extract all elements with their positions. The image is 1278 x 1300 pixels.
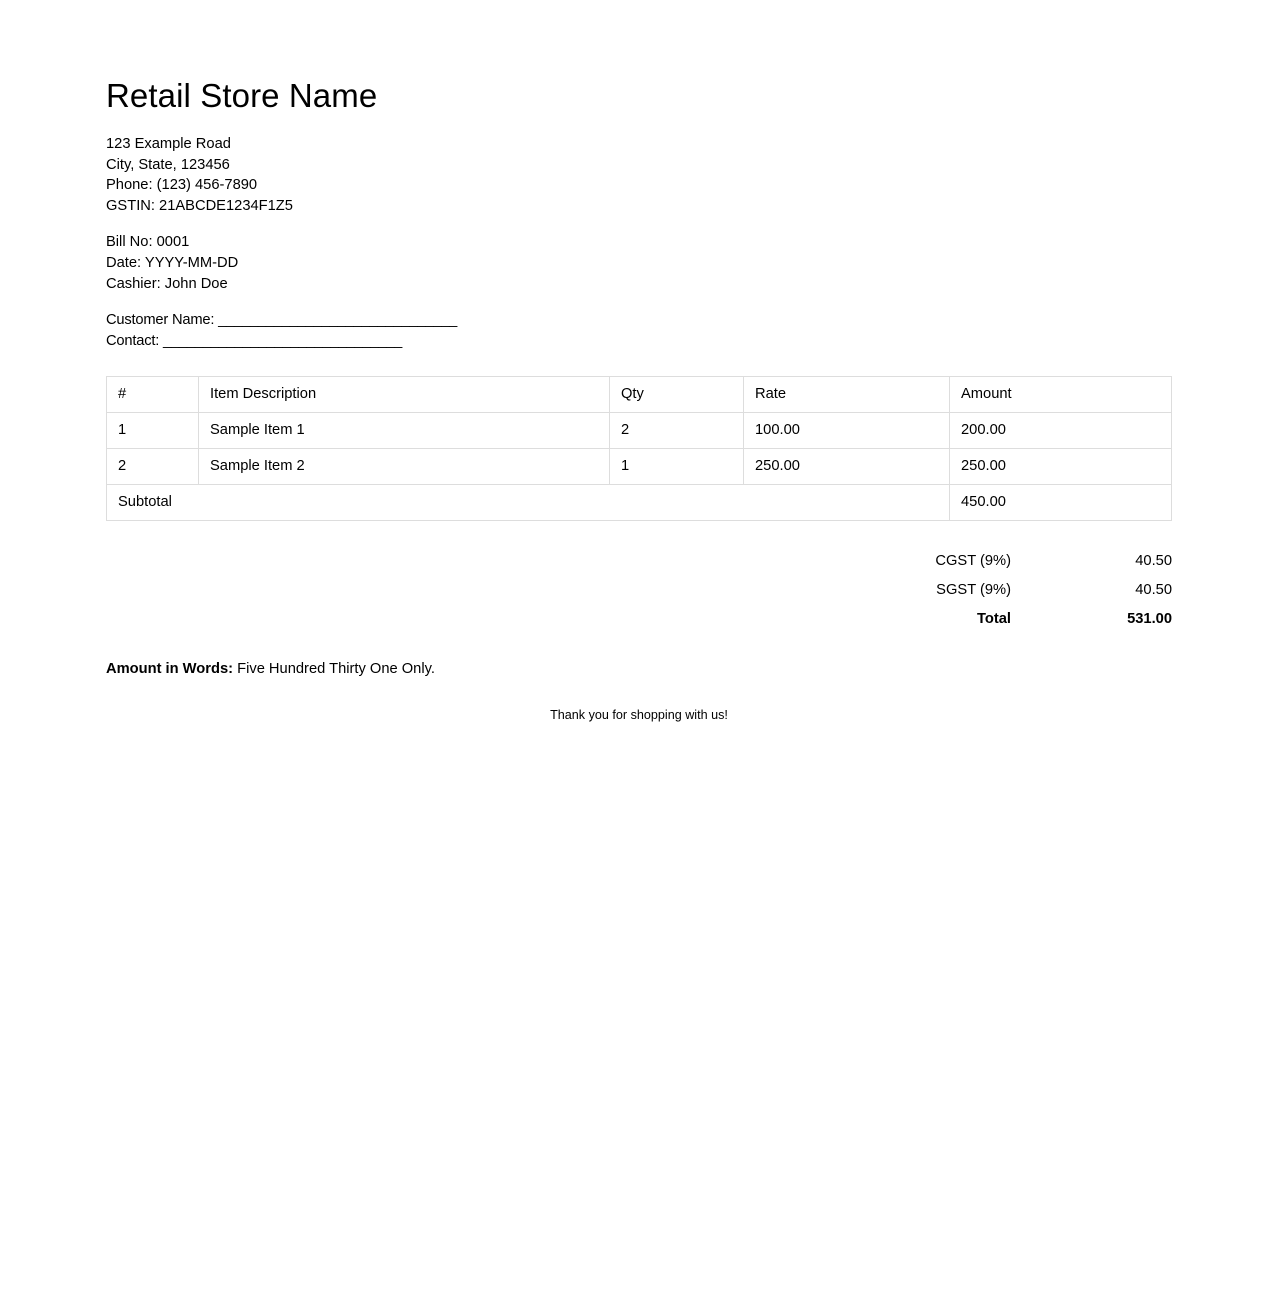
bill-meta-block: Bill No: 0001 Date: YYYY-MM-DD Cashier: … <box>106 232 1172 295</box>
sgst-label: SGST (9%) <box>936 581 1011 598</box>
column-header-qty: Qty <box>609 375 744 413</box>
column-header-rate: Rate <box>743 375 950 413</box>
cell-qty: 2 <box>609 411 744 449</box>
table-subtotal-row: Subtotal 450.00 <box>106 483 1172 521</box>
store-phone: Phone: (123) 456-7890 <box>106 177 258 194</box>
cell-index: 2 <box>106 447 199 485</box>
cgst-label: CGST (9%) <box>935 552 1011 569</box>
customer-details-block: Customer Name: _________________________… <box>106 310 1172 352</box>
bill-cashier: Cashier: John Doe <box>106 276 228 293</box>
cell-amount: 250.00 <box>949 447 1172 485</box>
customer-name-field[interactable]: Customer Name: _________________________… <box>106 311 458 328</box>
spacer <box>106 217 1172 232</box>
table-row: 2 Sample Item 2 1 250.00 250.00 <box>106 447 1172 485</box>
amount-in-words: Amount in Words: Five Hundred Thirty One… <box>106 659 1172 679</box>
column-header-index: # <box>106 375 199 413</box>
column-header-amount: Amount <box>949 375 1172 413</box>
cell-amount: 200.00 <box>949 411 1172 449</box>
customer-contact-field[interactable]: Contact: ______________________________ <box>106 332 403 349</box>
totals-row-cgst: CGST (9%) 40.50 <box>106 547 1172 576</box>
store-address-line-1: 123 Example Road <box>106 135 231 152</box>
store-address-line-2: City, State, 123456 <box>106 156 230 173</box>
totals-block: CGST (9%) 40.50 SGST (9%) 40.50 Total 53… <box>106 547 1172 634</box>
bill-date: Date: YYYY-MM-DD <box>106 255 239 272</box>
cgst-value: 40.50 <box>1135 552 1172 569</box>
subtotal-label: Subtotal <box>106 483 950 521</box>
sgst-value: 40.50 <box>1135 581 1172 598</box>
cell-index: 1 <box>106 411 199 449</box>
column-header-description: Item Description <box>198 375 610 413</box>
totals-row-sgst: SGST (9%) 40.50 <box>106 576 1172 605</box>
cell-description: Sample Item 1 <box>198 411 610 449</box>
amount-in-words-label: Amount in Words: <box>106 660 234 677</box>
cell-qty: 1 <box>609 447 744 485</box>
footer-thanks: Thank you for shopping with us! <box>550 707 728 722</box>
table-row: 1 Sample Item 1 2 100.00 200.00 <box>106 411 1172 449</box>
amount-in-words-value: Five Hundred Thirty One Only. <box>237 660 435 677</box>
store-gstin: GSTIN: 21ABCDE1234F1Z5 <box>106 198 293 215</box>
items-table: # Item Description Qty Rate Amount 1 Sam… <box>106 375 1172 521</box>
cell-rate: 250.00 <box>743 447 950 485</box>
cell-description: Sample Item 2 <box>198 447 610 485</box>
total-label: Total <box>977 610 1011 627</box>
cell-rate: 100.00 <box>743 411 950 449</box>
table-header-row: # Item Description Qty Rate Amount <box>106 375 1172 413</box>
spacer <box>106 295 1172 310</box>
total-value: 531.00 <box>1127 610 1172 627</box>
subtotal-value: 450.00 <box>949 483 1172 521</box>
totals-row-total: Total 531.00 <box>106 605 1172 634</box>
store-name: Retail Store Name <box>106 77 378 114</box>
store-address-block: 123 Example Road City, State, 123456 Pho… <box>106 134 1172 218</box>
bill-number: Bill No: 0001 <box>106 234 190 251</box>
